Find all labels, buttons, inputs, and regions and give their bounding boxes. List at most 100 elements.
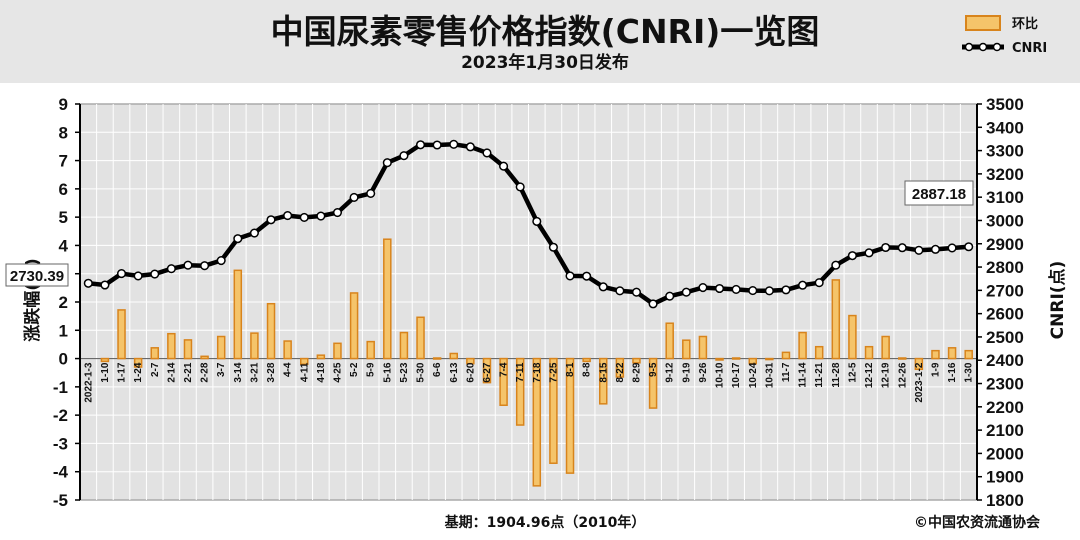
cnri-point [914,245,924,255]
cnri-point [798,280,808,290]
x-tick-label: 7-11 [515,362,526,382]
x-tick-label: 1-24 [133,362,144,382]
right-tick-label: 2000 [986,444,1024,463]
x-tick-label: 4-18 [316,362,327,382]
bar [881,335,890,360]
right-tick-label: 2200 [986,398,1024,417]
bar [283,340,292,360]
x-tick-label: 6-13 [449,362,460,382]
callout-first-box [5,263,69,287]
right-tick-label: 3400 [986,118,1024,137]
cnri-point [665,291,675,301]
bar [565,357,575,474]
bar [615,357,625,378]
x-tick-label: 5-2 [349,362,360,377]
cnri-point [947,243,957,253]
x-tick-label: 5-23 [399,362,410,382]
cnri-point [964,242,974,252]
right-tick-label: 2900 [986,235,1024,254]
x-tick-label: 6-27 [482,362,493,382]
legend-line-label: CNRI [1012,41,1047,56]
x-tick-label: 8-22 [615,362,626,382]
x-tick-label: 3-28 [266,362,277,382]
x-tick-label: 6-6 [432,362,443,377]
x-tick-label: 7-25 [548,362,559,382]
right-tick-label: 2500 [986,328,1024,347]
callout-first: 2730.39 [5,263,69,287]
bar [632,357,641,364]
cnri-point [582,271,592,281]
bar [715,357,724,361]
legend-line-marker [978,42,988,52]
bar [798,331,807,360]
x-tick-label: 8-8 [582,362,593,377]
cnri-point [897,243,907,253]
left-tick-label: 9 [59,95,68,114]
bar [200,355,209,360]
right-tick-label: 3500 [986,95,1024,114]
cnri-point [748,286,758,296]
x-tick-label: 2023-1-2 [914,362,925,402]
left-tick-label: 5 [59,208,68,227]
left-tick-label: 0 [59,350,68,369]
bar [133,357,143,368]
right-axis-ticks: 3500 3400 3300 3200 3100 3000 2900 2800 2700 2600… [977,95,1024,510]
bar [250,332,259,360]
cnri-point [482,148,492,158]
x-tick-label: 1-16 [947,362,958,382]
x-tick-label: 9-19 [681,362,692,382]
bar [964,349,973,360]
x-tick-label: 4-4 [283,362,294,377]
bar [682,339,691,360]
cnri-point [266,215,276,225]
x-tick-label: 9-26 [698,362,709,382]
left-tick-label: 1 [59,321,68,340]
cnri-point [631,287,642,297]
bar [316,354,326,360]
right-tick-label: 2300 [986,375,1024,394]
x-tick-label: 3-14 [233,362,244,382]
cnri-point [150,269,160,279]
x-tick-label: 4-11 [299,362,310,382]
left-tick-label: -5 [53,491,68,510]
cnri-point [532,216,542,226]
cnri-point [731,284,741,294]
left-tick-label: 4 [59,236,69,255]
cnri-point [930,244,941,254]
callout-last-box [904,180,974,206]
cnri-point [565,271,575,281]
callout-last: 2887.18 [904,180,974,206]
bar [582,357,591,363]
bar [366,340,375,360]
callout-last-value: 2887.18 [912,186,966,203]
x-tick-label: 5-30 [416,362,427,382]
bar [482,357,492,384]
left-tick-label: 6 [59,180,68,199]
x-tick-label: 11-7 [781,362,792,382]
cnri-point [814,278,824,288]
cnri-point [598,282,608,292]
bar [532,357,542,487]
left-tick-label: -2 [53,406,68,425]
bar [898,357,907,360]
x-tick-label: 1-9 [931,362,942,377]
bar [814,345,824,360]
bar [399,331,409,360]
right-tick-label: 2800 [986,258,1024,277]
bar [100,357,110,363]
bar [383,238,392,360]
cnri-point [283,211,293,221]
x-tick-label: 11-21 [814,362,825,387]
header-band [0,0,1080,83]
left-tick-label: 8 [59,123,68,142]
right-tick-label: 3300 [986,142,1024,161]
legend-bar-label: 环比 [1012,16,1038,32]
cnri-point [349,192,359,202]
cnri-point [681,287,691,297]
cnri-point [133,271,143,281]
base-note: 基期：1904.96点（2010年） [445,514,646,531]
cnri-point [166,264,176,274]
bar [349,292,359,360]
cnri-point [415,140,426,150]
